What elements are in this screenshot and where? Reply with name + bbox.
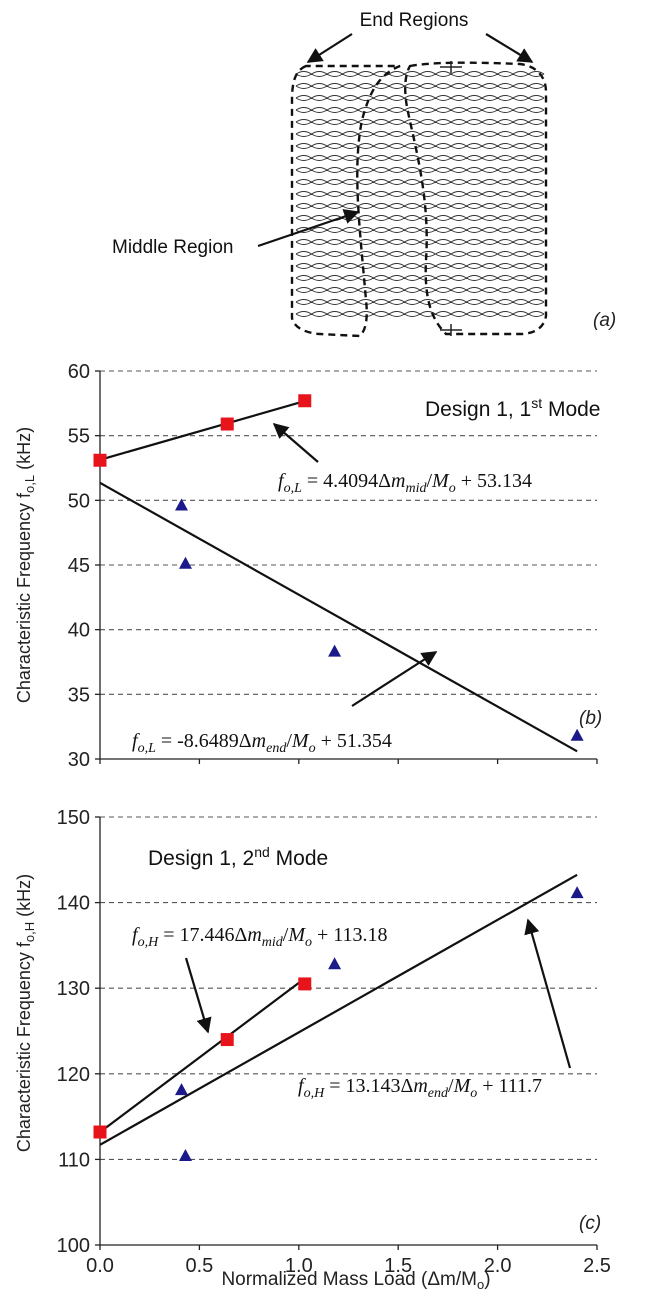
y-axis-label-b: Characteristic Frequency fo,L (kHz) bbox=[14, 427, 37, 703]
equation-c-mid: fo,H = 17.446Δmmid/Mo + 113.18 bbox=[132, 924, 388, 950]
lattice-wire bbox=[295, 277, 545, 281]
data-point-triangle bbox=[570, 728, 584, 741]
x-tick-label: 0.0 bbox=[86, 1255, 114, 1277]
axes-b bbox=[95, 370, 598, 764]
equation-c-end-arrow bbox=[524, 918, 572, 1069]
data-points-b bbox=[93, 394, 584, 741]
lattice-wire bbox=[295, 193, 545, 197]
lattice-wire bbox=[295, 157, 545, 161]
panel-c-chart: 100 110 120 130 140 150 0.0 0.5 1.0 1.5 2.0 2.5 De… bbox=[14, 807, 611, 1277]
lattice-wire bbox=[295, 217, 545, 221]
lattice-wire bbox=[295, 265, 545, 269]
data-point-square bbox=[220, 417, 234, 431]
lattice-wire bbox=[295, 133, 545, 137]
lattice-wire bbox=[295, 253, 545, 257]
equation-b-mid: fo,L = 4.4094Δmmid/Mo + 53.134 bbox=[278, 470, 532, 496]
anchor-bottom-icon bbox=[440, 324, 462, 336]
fit-line-end bbox=[99, 873, 578, 1146]
end-regions-arrow-left bbox=[306, 33, 353, 63]
panel-c-label: (c) bbox=[579, 1213, 601, 1234]
data-points-c bbox=[93, 886, 584, 1161]
end-region-outline-right bbox=[404, 61, 548, 336]
lattice-wire bbox=[295, 97, 545, 101]
panel-a-diagram: End Regions Middle Region (a) bbox=[112, 10, 616, 338]
lattice-wire bbox=[295, 121, 545, 125]
y-tick-label: 60 bbox=[68, 361, 90, 383]
data-point-triangle bbox=[175, 1083, 189, 1096]
y-tick-label: 140 bbox=[57, 893, 90, 915]
data-point-triangle bbox=[570, 886, 584, 899]
equation-b-mid-arrow bbox=[272, 422, 319, 463]
lattice-wire bbox=[295, 289, 545, 293]
y-tick-label: 30 bbox=[68, 749, 90, 771]
lattice-wire bbox=[295, 85, 545, 89]
panel-b-chart: 30 35 40 45 50 55 60 Design 1, 1st Mode fo,L =… bbox=[14, 361, 602, 771]
lattice-wire bbox=[295, 205, 545, 209]
lattice-wire bbox=[295, 229, 545, 233]
lattice-wire bbox=[295, 313, 545, 317]
x-tick-label: 0.5 bbox=[185, 1255, 213, 1277]
data-point-square bbox=[298, 977, 312, 991]
x-tick-label: 1.5 bbox=[384, 1255, 412, 1277]
data-point-triangle bbox=[178, 1148, 192, 1161]
lattice-wire bbox=[295, 73, 545, 77]
data-point-triangle bbox=[178, 556, 192, 569]
y-tick-label: 35 bbox=[68, 684, 90, 706]
x-axis-label: Normalized Mass Load (Δm/Mo) bbox=[221, 1269, 490, 1292]
lattice-wire bbox=[295, 241, 545, 245]
data-point-square bbox=[220, 1033, 234, 1047]
end-regions-arrow-right bbox=[485, 33, 534, 63]
x-tick-label: 2.5 bbox=[583, 1255, 611, 1277]
end-region-outline-left bbox=[290, 64, 401, 338]
middle-region-arrow bbox=[257, 209, 360, 248]
y-tick-label: 150 bbox=[57, 807, 90, 829]
fit-line-mid bbox=[99, 977, 306, 1134]
chart-c-title: Design 1, 2nd Mode bbox=[148, 844, 328, 870]
lattice-wire bbox=[295, 181, 545, 185]
fit-line-end bbox=[99, 481, 578, 753]
y-tick-label: 45 bbox=[68, 555, 90, 577]
equation-c-mid-arrow bbox=[184, 957, 212, 1034]
x-tick-label: 2.0 bbox=[484, 1255, 512, 1277]
data-point-square bbox=[93, 1125, 107, 1139]
x-tick-label: 1.0 bbox=[285, 1255, 313, 1277]
data-point-triangle bbox=[175, 498, 189, 511]
lattice-wire bbox=[295, 301, 545, 305]
y-tick-label: 50 bbox=[68, 490, 90, 512]
fit-lines-b bbox=[99, 400, 578, 753]
y-tick-label: 55 bbox=[68, 426, 90, 448]
data-point-square bbox=[298, 394, 312, 408]
y-tick-label: 100 bbox=[57, 1235, 90, 1257]
lattice-wire bbox=[295, 109, 545, 113]
y-tick-labels-c: 100 110 120 130 140 150 bbox=[57, 807, 90, 1257]
y-tick-label: 110 bbox=[58, 1149, 90, 1171]
middle-region-label: Middle Region bbox=[112, 237, 233, 258]
fit-line-mid bbox=[99, 400, 306, 461]
y-tick-label: 130 bbox=[57, 978, 90, 1000]
end-regions-label: End Regions bbox=[360, 10, 469, 31]
panel-a-label: (a) bbox=[593, 310, 616, 331]
lattice-wire bbox=[295, 145, 545, 149]
panel-b-label: (b) bbox=[579, 708, 602, 729]
chart-b-title: Design 1, 1st Mode bbox=[425, 395, 601, 421]
data-point-triangle bbox=[328, 644, 342, 657]
equation-c-end: fo,H = 13.143Δmend/Mo + 111.7 bbox=[298, 1075, 542, 1101]
equation-b-end-arrow bbox=[351, 651, 438, 707]
y-tick-label: 40 bbox=[68, 620, 90, 642]
axes-c bbox=[95, 816, 598, 1250]
anchor-top-icon bbox=[440, 61, 462, 73]
y-tick-labels-b: 30 35 40 45 50 55 60 bbox=[68, 361, 90, 771]
x-tick-labels: 0.0 0.5 1.0 1.5 2.0 2.5 bbox=[86, 1255, 611, 1277]
y-axis-label-c: Characteristic Frequency fo,H (kHz) bbox=[14, 874, 37, 1152]
data-point-square bbox=[93, 453, 107, 467]
fit-lines-c bbox=[99, 873, 578, 1146]
equation-b-end: fo,L = -8.6489Δmend/Mo + 51.354 bbox=[132, 730, 392, 756]
lattice-structure bbox=[295, 71, 545, 317]
data-point-triangle bbox=[328, 957, 342, 970]
y-tick-label: 120 bbox=[57, 1064, 90, 1086]
